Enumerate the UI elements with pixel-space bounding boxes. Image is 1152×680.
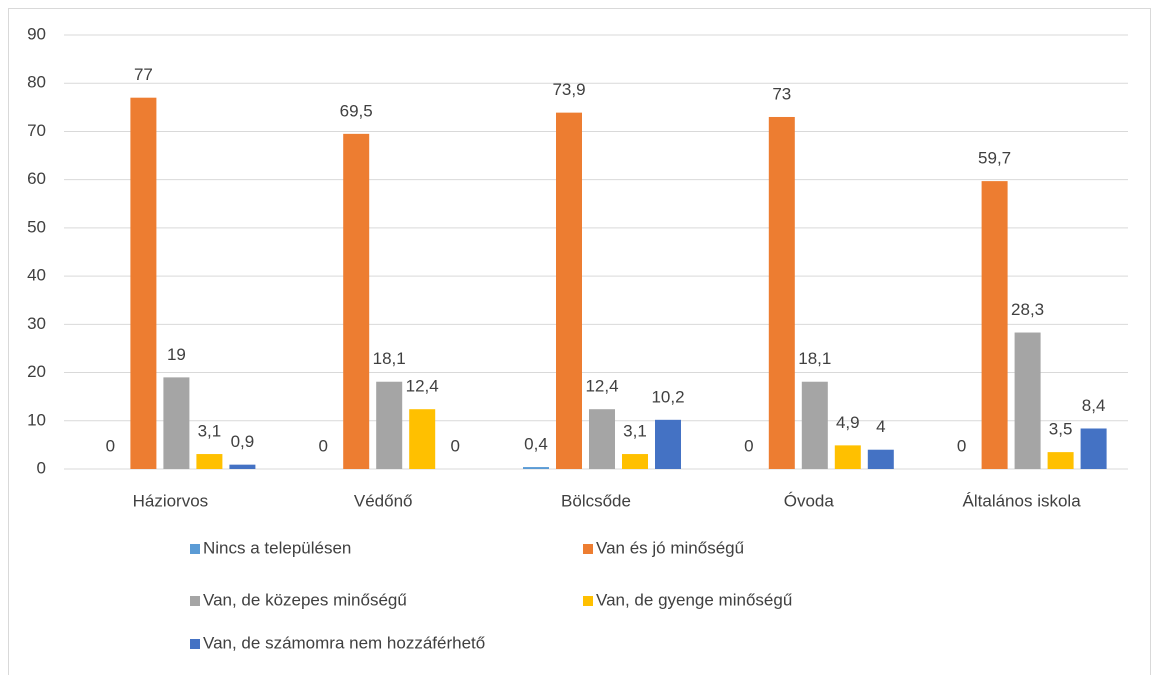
bar (130, 97, 157, 469)
data-label: 12,4 (406, 377, 439, 396)
data-label: 69,5 (340, 101, 373, 120)
data-label: 0,4 (524, 435, 548, 454)
bar (801, 381, 828, 469)
y-tick-label: 60 (27, 169, 46, 188)
data-label: 19 (167, 345, 186, 364)
bar (163, 377, 190, 469)
bar (343, 133, 370, 469)
x-tick-label: Óvoda (784, 491, 835, 510)
data-label: 3,1 (198, 422, 222, 441)
bar (523, 467, 549, 469)
data-label: 0 (744, 436, 753, 455)
legend-swatch (190, 639, 200, 649)
bar (655, 419, 681, 469)
data-label: 3,1 (623, 422, 647, 441)
bar (1080, 428, 1107, 469)
data-label: 18,1 (373, 349, 406, 368)
x-tick-label: Általános iskola (963, 491, 1082, 510)
data-label: 0 (318, 436, 327, 455)
data-label: 28,3 (1011, 300, 1044, 319)
data-label: 0,9 (231, 432, 255, 451)
legend-swatch (583, 596, 593, 606)
data-label: 0 (957, 436, 966, 455)
y-tick-label: 30 (27, 314, 46, 333)
x-tick-label: Védőnő (354, 491, 413, 510)
data-label: 3,5 (1049, 420, 1073, 439)
bar (196, 454, 223, 469)
bar (409, 409, 436, 469)
legend-label: Van, de közepes minőségű (203, 590, 407, 609)
y-tick-label: 70 (27, 121, 46, 140)
bar (589, 409, 615, 469)
legend-label: Van, de számomra nem hozzáférhető (203, 633, 485, 652)
bar (1014, 332, 1041, 469)
data-label: 4,9 (836, 413, 860, 432)
bar (834, 445, 861, 469)
data-label: 73 (772, 84, 791, 103)
x-tick-label: Bölcsőde (561, 491, 631, 510)
data-label: 0 (450, 436, 459, 455)
bar (376, 381, 403, 469)
bar (867, 449, 894, 469)
y-tick-label: 50 (27, 217, 46, 236)
legend-swatch (190, 596, 200, 606)
bar (981, 181, 1008, 469)
chart-border (8, 8, 1151, 680)
bar (556, 112, 582, 469)
legend-swatch (583, 544, 593, 554)
y-tick-label: 40 (27, 266, 46, 285)
y-tick-label: 80 (27, 73, 46, 92)
legend-label: Nincs a településen (203, 538, 351, 557)
data-label: 77 (134, 65, 153, 84)
y-tick-label: 90 (27, 24, 46, 43)
data-label: 73,9 (552, 80, 585, 99)
y-tick-label: 0 (37, 458, 46, 477)
data-label: 8,4 (1082, 396, 1106, 415)
data-label: 12,4 (585, 377, 618, 396)
x-tick-label: Háziorvos (133, 491, 209, 510)
data-label: 59,7 (978, 149, 1011, 168)
legend-swatch (190, 544, 200, 554)
data-label: 0 (106, 436, 115, 455)
bar (622, 454, 648, 469)
y-tick-label: 10 (27, 410, 46, 429)
bar (1047, 452, 1074, 469)
legend-label: Van és jó minőségű (596, 538, 744, 557)
data-label: 10,2 (651, 387, 684, 406)
data-label: 4 (876, 417, 885, 436)
legend-label: Van, de gyenge minőségű (596, 590, 792, 609)
data-label: 18,1 (798, 349, 831, 368)
y-tick-label: 20 (27, 362, 46, 381)
bar (768, 116, 795, 469)
bar (229, 464, 256, 469)
